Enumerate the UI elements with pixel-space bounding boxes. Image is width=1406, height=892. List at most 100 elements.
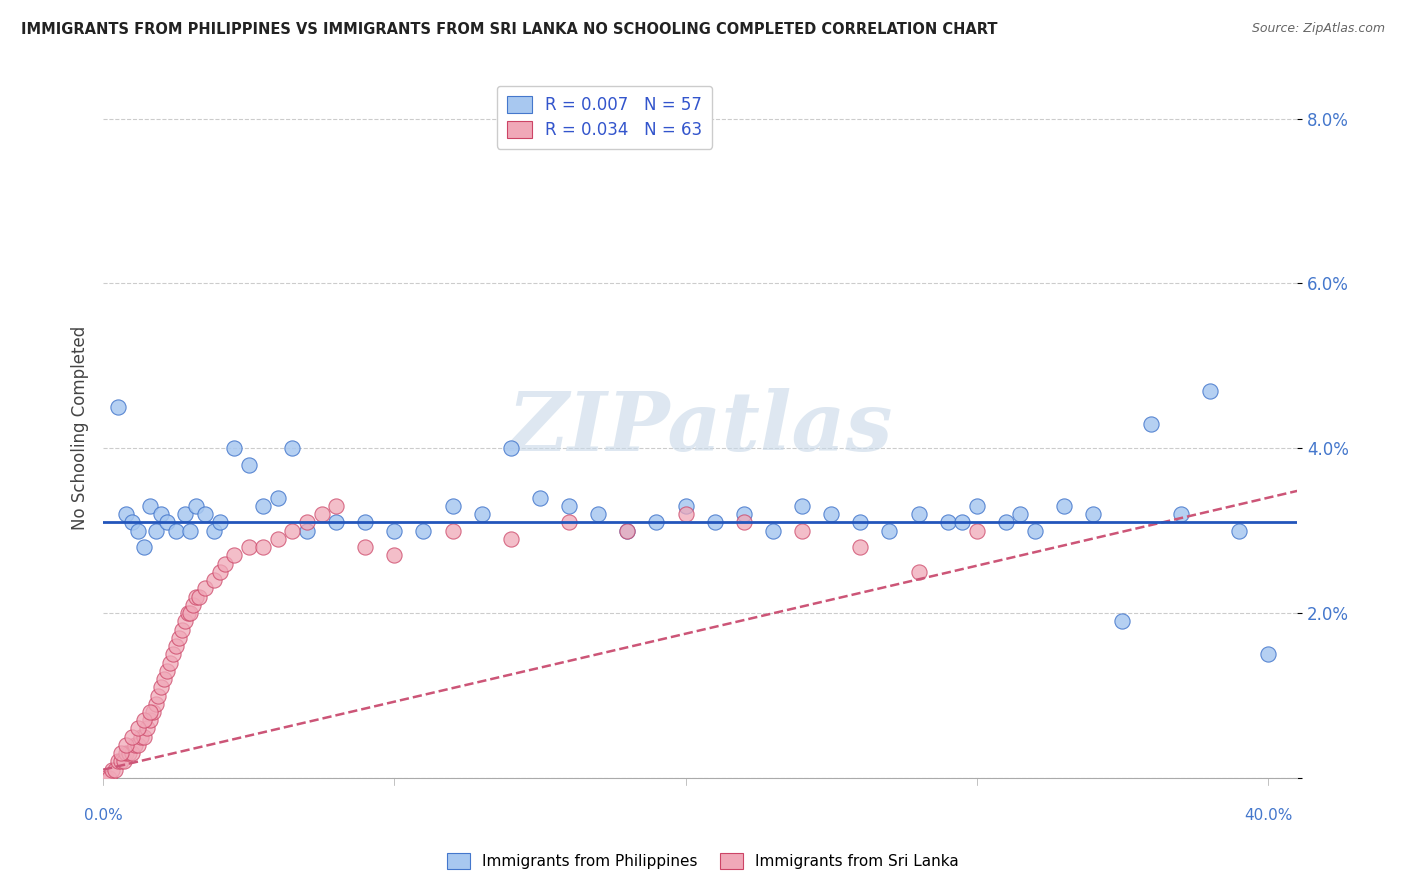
Point bbox=[994, 516, 1017, 530]
Point bbox=[127, 722, 149, 736]
Point bbox=[354, 540, 377, 554]
Point bbox=[252, 540, 274, 554]
Point bbox=[616, 524, 638, 538]
Point bbox=[202, 524, 225, 538]
Point bbox=[132, 713, 155, 727]
Point bbox=[586, 507, 609, 521]
Point bbox=[194, 507, 217, 521]
Point bbox=[790, 524, 813, 538]
Point bbox=[879, 524, 901, 538]
Point bbox=[849, 516, 872, 530]
Point bbox=[138, 705, 160, 719]
Point bbox=[354, 516, 377, 530]
Point bbox=[110, 746, 132, 760]
Text: 0.0%: 0.0% bbox=[84, 808, 122, 823]
Point bbox=[703, 516, 725, 530]
Point bbox=[966, 499, 988, 513]
Point bbox=[179, 524, 201, 538]
Point bbox=[127, 524, 149, 538]
Point bbox=[1010, 507, 1032, 521]
Point bbox=[558, 516, 581, 530]
Point bbox=[1053, 499, 1076, 513]
Point bbox=[107, 755, 129, 769]
Point bbox=[145, 697, 167, 711]
Point bbox=[115, 507, 138, 521]
Point bbox=[148, 689, 170, 703]
Point bbox=[529, 491, 551, 505]
Point bbox=[115, 746, 138, 760]
Point bbox=[156, 516, 179, 530]
Point bbox=[188, 590, 211, 604]
Point bbox=[675, 499, 697, 513]
Point bbox=[936, 516, 959, 530]
Point bbox=[820, 507, 842, 521]
Point bbox=[104, 763, 127, 777]
Point bbox=[616, 524, 638, 538]
Point bbox=[558, 499, 581, 513]
Point bbox=[194, 582, 217, 596]
Point bbox=[1024, 524, 1046, 538]
Point bbox=[311, 507, 333, 521]
Point bbox=[202, 573, 225, 587]
Point bbox=[127, 738, 149, 752]
Point bbox=[138, 713, 160, 727]
Point bbox=[214, 557, 236, 571]
Point bbox=[173, 615, 195, 629]
Point bbox=[107, 400, 129, 414]
Point bbox=[281, 442, 304, 456]
Point bbox=[183, 598, 205, 612]
Point bbox=[150, 680, 173, 694]
Point bbox=[1198, 384, 1220, 398]
Point bbox=[267, 532, 290, 546]
Point bbox=[267, 491, 290, 505]
Point bbox=[179, 606, 201, 620]
Point bbox=[1140, 417, 1163, 431]
Point bbox=[110, 755, 132, 769]
Text: Source: ZipAtlas.com: Source: ZipAtlas.com bbox=[1251, 22, 1385, 36]
Point bbox=[675, 507, 697, 521]
Point bbox=[135, 722, 157, 736]
Point bbox=[238, 540, 260, 554]
Point bbox=[186, 590, 208, 604]
Text: ZIPatlas: ZIPatlas bbox=[508, 388, 893, 467]
Point bbox=[1170, 507, 1192, 521]
Point bbox=[499, 532, 522, 546]
Point bbox=[1227, 524, 1250, 538]
Point bbox=[325, 516, 347, 530]
Point bbox=[162, 648, 184, 662]
Point bbox=[238, 458, 260, 472]
Point bbox=[208, 565, 231, 579]
Point bbox=[121, 516, 143, 530]
Point bbox=[167, 631, 190, 645]
Point bbox=[129, 730, 152, 744]
Point bbox=[252, 499, 274, 513]
Point bbox=[150, 507, 173, 521]
Point bbox=[170, 623, 193, 637]
Point bbox=[101, 763, 124, 777]
Text: 40.0%: 40.0% bbox=[1244, 808, 1292, 823]
Text: IMMIGRANTS FROM PHILIPPINES VS IMMIGRANTS FROM SRI LANKA NO SCHOOLING COMPLETED : IMMIGRANTS FROM PHILIPPINES VS IMMIGRANT… bbox=[21, 22, 998, 37]
Point bbox=[124, 738, 146, 752]
Point bbox=[295, 524, 318, 538]
Point bbox=[121, 730, 143, 744]
Point bbox=[173, 507, 195, 521]
Point bbox=[115, 738, 138, 752]
Legend: R = 0.007   N = 57, R = 0.034   N = 63: R = 0.007 N = 57, R = 0.034 N = 63 bbox=[496, 86, 713, 149]
Point bbox=[1257, 648, 1279, 662]
Point bbox=[499, 442, 522, 456]
Point bbox=[733, 516, 755, 530]
Point bbox=[156, 664, 179, 678]
Point bbox=[138, 499, 160, 513]
Point bbox=[966, 524, 988, 538]
Point bbox=[1083, 507, 1105, 521]
Point bbox=[224, 442, 246, 456]
Legend: Immigrants from Philippines, Immigrants from Sri Lanka: Immigrants from Philippines, Immigrants … bbox=[440, 847, 966, 875]
Point bbox=[145, 524, 167, 538]
Point bbox=[295, 516, 318, 530]
Point bbox=[176, 606, 198, 620]
Point bbox=[97, 771, 120, 785]
Point bbox=[950, 516, 973, 530]
Point bbox=[153, 672, 176, 686]
Point bbox=[142, 705, 165, 719]
Point bbox=[645, 516, 668, 530]
